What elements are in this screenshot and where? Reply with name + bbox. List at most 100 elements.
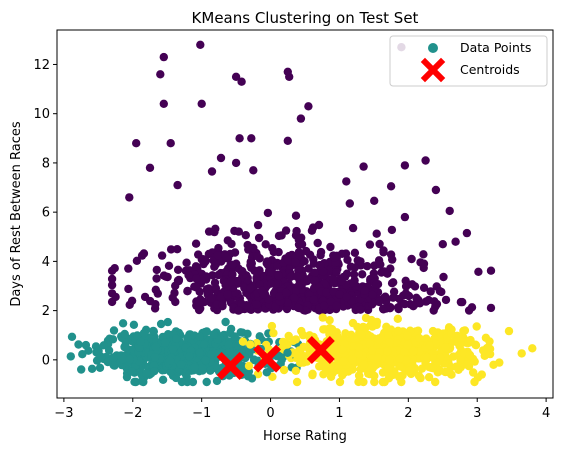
data-point <box>236 328 245 337</box>
data-point <box>199 340 209 349</box>
data-point <box>417 364 427 373</box>
data-point <box>195 332 204 341</box>
data-point <box>237 299 246 308</box>
data-point <box>208 271 217 280</box>
data-point <box>348 223 358 233</box>
data-point <box>150 353 160 362</box>
legend-data-points-marker <box>428 43 438 53</box>
data-point <box>360 286 369 295</box>
data-point <box>403 340 413 350</box>
data-point <box>185 352 194 361</box>
data-point <box>469 368 478 377</box>
x-axis-ticks: −3 −2 −1 0 1 2 3 4 <box>54 398 550 421</box>
data-point <box>460 326 470 335</box>
data-point <box>252 338 261 348</box>
data-point <box>249 166 258 175</box>
data-point <box>261 240 270 249</box>
data-point <box>292 226 301 236</box>
data-point <box>409 302 418 311</box>
data-point <box>241 231 250 240</box>
data-point <box>289 336 298 345</box>
data-point <box>447 329 456 339</box>
centroid-marker <box>306 336 335 364</box>
data-point <box>247 259 256 268</box>
data-point <box>129 320 139 329</box>
data-point <box>291 211 301 220</box>
data-point <box>345 199 354 208</box>
data-point <box>381 292 390 301</box>
data-point <box>326 372 336 381</box>
data-point <box>274 231 284 241</box>
data-point <box>107 274 117 284</box>
x-tick-label: −3 <box>54 406 73 421</box>
data-point <box>290 293 299 302</box>
data-point <box>266 279 276 288</box>
data-point <box>386 182 396 191</box>
data-point <box>152 265 161 275</box>
data-point <box>269 247 278 257</box>
data-point <box>166 245 176 254</box>
data-point <box>247 134 256 143</box>
data-point <box>441 295 451 305</box>
data-point <box>198 363 207 373</box>
data-point <box>151 285 160 294</box>
data-point <box>472 322 481 331</box>
centroid-marker <box>253 344 282 373</box>
data-point <box>310 276 319 285</box>
centroids-layer <box>216 336 335 380</box>
data-point <box>195 348 205 357</box>
data-point <box>296 114 306 123</box>
data-point <box>368 290 377 299</box>
data-point <box>283 67 292 77</box>
y-axis-label: Days of Rest Between Races <box>9 121 24 307</box>
data-point <box>301 246 311 256</box>
data-point <box>168 345 178 354</box>
data-point <box>528 344 537 353</box>
data-point <box>177 377 187 387</box>
data-point <box>367 346 377 355</box>
data-point <box>421 156 430 165</box>
x-tick-label: −2 <box>123 406 142 421</box>
data-point <box>133 331 142 340</box>
data-point <box>253 370 263 379</box>
data-point <box>291 350 301 359</box>
data-point <box>309 295 318 304</box>
data-point <box>313 238 322 248</box>
data-point <box>326 361 335 370</box>
data-point <box>441 343 450 352</box>
data-point <box>438 240 447 249</box>
data-point <box>478 346 488 355</box>
data-point <box>194 250 203 259</box>
data-point <box>145 163 155 172</box>
data-point <box>379 248 388 257</box>
data-point <box>456 355 465 365</box>
data-point <box>363 262 372 271</box>
data-point <box>428 326 438 336</box>
data-point <box>124 264 133 273</box>
data-point <box>340 368 349 377</box>
data-point <box>259 290 268 299</box>
data-point <box>332 268 341 277</box>
x-tick-label: 1 <box>335 406 343 421</box>
data-point <box>275 292 284 301</box>
data-point <box>431 377 440 387</box>
data-point <box>163 317 172 327</box>
data-point <box>419 259 429 268</box>
data-point <box>403 331 412 340</box>
data-point <box>190 363 199 372</box>
data-point <box>125 193 134 202</box>
data-point <box>238 267 247 276</box>
plot-area-frame <box>56 29 554 399</box>
data-point <box>356 305 365 314</box>
data-point <box>243 329 252 338</box>
data-point <box>194 304 204 314</box>
data-point <box>132 256 142 265</box>
data-point <box>197 99 206 109</box>
data-point <box>370 196 379 205</box>
data-point <box>262 259 271 268</box>
data-point <box>216 153 226 163</box>
data-point <box>226 324 236 334</box>
data-point <box>286 272 296 281</box>
data-point <box>269 328 278 338</box>
data-point <box>294 266 303 275</box>
